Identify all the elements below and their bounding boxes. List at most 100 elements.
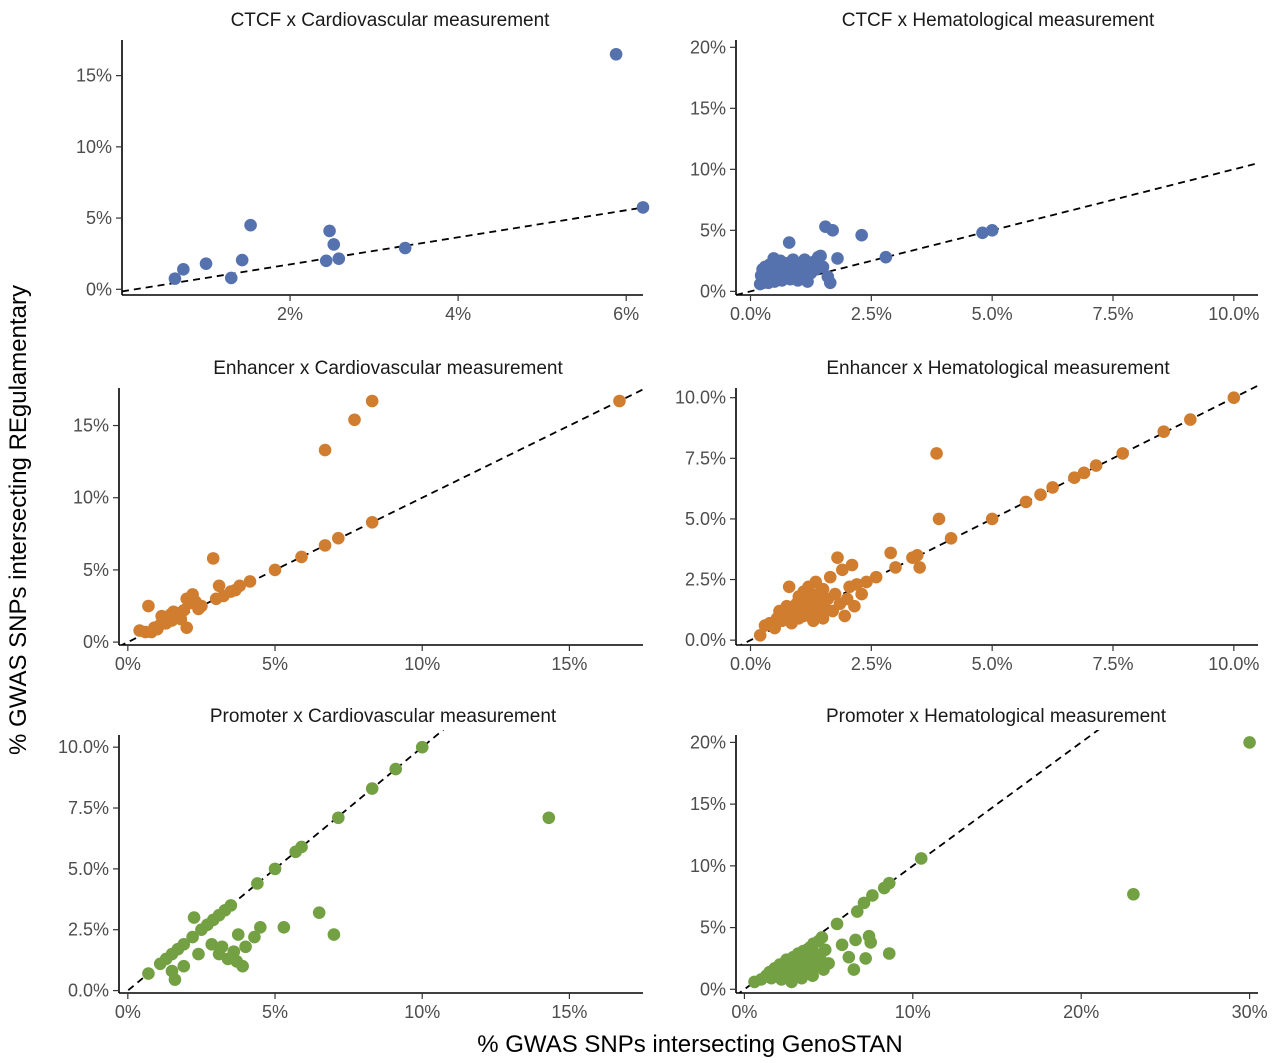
y-tick-label: 20% <box>690 732 726 752</box>
y-tick-label: 10.0% <box>675 388 726 408</box>
data-point <box>205 938 219 951</box>
y-tick-label: 15% <box>73 416 109 436</box>
y-tick-label: 2.5% <box>685 570 726 590</box>
data-point <box>224 899 238 912</box>
data-point <box>327 238 341 251</box>
data-point <box>835 938 849 952</box>
x-tick-label: 5% <box>262 1002 288 1022</box>
data-point <box>1116 447 1129 460</box>
data-point <box>168 973 182 986</box>
data-point <box>826 224 839 237</box>
panel-title: Enhancer x Cardiovascular measurement <box>213 358 563 379</box>
data-point <box>542 811 556 825</box>
data-point <box>180 621 194 634</box>
data-point <box>782 236 796 249</box>
x-tick-label: 0.0% <box>730 654 771 674</box>
panel-ctcf-hemato: CTCF x Hematological measurement 0.0% 2.5%… <box>690 10 1259 324</box>
data-point <box>277 920 291 934</box>
data-point <box>823 276 837 290</box>
data-point <box>985 224 999 237</box>
x-tick-label: 7.5% <box>1092 654 1133 674</box>
x-tick-label: 0% <box>115 654 141 674</box>
data-point <box>295 840 308 854</box>
data-point <box>268 563 282 577</box>
data-point <box>1184 413 1197 426</box>
data-point <box>822 957 835 970</box>
data-point <box>235 253 249 267</box>
data-point <box>782 580 796 594</box>
x-tick-label: 10% <box>895 1002 931 1022</box>
data-point <box>857 896 871 910</box>
panel-title: CTCF x Hematological measurement <box>842 10 1155 31</box>
x-tick-label: 7.5% <box>1092 304 1133 324</box>
data-point <box>365 782 379 795</box>
data-point <box>830 917 844 931</box>
data-point <box>327 928 341 941</box>
x-tick-label: 4% <box>445 304 471 324</box>
data-point <box>815 931 829 944</box>
y-tick-label: 5.0% <box>685 509 726 529</box>
x-tick-label: 10.0% <box>1208 654 1259 674</box>
data-point <box>192 947 205 961</box>
data-point <box>236 959 249 973</box>
y-tick-label: 20% <box>690 37 726 57</box>
reference-line <box>122 206 644 293</box>
data-point <box>195 599 208 613</box>
data-point <box>932 512 946 526</box>
y-tick-label: 10% <box>690 159 726 179</box>
panel-enhancer-cardio: Enhancer x Cardiovascular measurement 0% 5… <box>73 358 644 674</box>
data-point <box>842 950 856 964</box>
data-point <box>814 249 827 263</box>
x-tick-label: 0% <box>731 1002 757 1022</box>
data-point <box>168 272 182 285</box>
data-point <box>415 740 429 754</box>
data-point <box>838 609 852 623</box>
data-point <box>1127 887 1140 901</box>
panel-title: Enhancer x Hematological measurement <box>826 358 1170 379</box>
data-point <box>1243 736 1256 749</box>
y-tick-label: 7.5% <box>685 448 726 468</box>
y-tick-label: 15% <box>690 794 726 814</box>
data-point <box>869 570 883 584</box>
panel-promoter-hemato: Promoter x Hematological measurement 0% 10… <box>690 706 1268 1022</box>
data-point <box>254 920 267 934</box>
y-tick-label: 0% <box>700 281 726 301</box>
data-point <box>847 963 861 976</box>
data-point <box>186 930 199 944</box>
data-point <box>332 252 346 265</box>
data-point <box>227 945 241 958</box>
y-tick-label: 5.0% <box>68 859 109 879</box>
x-tick-label: 5.0% <box>972 654 1013 674</box>
data-point <box>753 629 767 642</box>
data-point <box>177 263 190 276</box>
x-axis-title: % GWAS SNPs intersecting GenoSTAN <box>477 1031 902 1058</box>
data-point <box>295 550 308 564</box>
data-point <box>848 599 861 613</box>
data-point <box>231 928 245 941</box>
data-point <box>318 539 332 552</box>
y-tick-label: 2.5% <box>68 920 109 940</box>
data-point <box>1068 471 1081 485</box>
y-tick-label: 10% <box>76 137 112 157</box>
data-point <box>243 575 257 588</box>
panel-title: CTCF x Cardiovascular measurement <box>231 10 551 31</box>
data-point <box>882 876 896 890</box>
data-point <box>251 877 264 890</box>
x-tick-label: 10% <box>404 1002 440 1022</box>
data-point <box>1077 466 1091 480</box>
data-point <box>831 551 844 565</box>
y-tick-label: 5% <box>86 208 112 228</box>
data-point <box>930 447 943 460</box>
y-tick-label: 10.0% <box>58 737 109 757</box>
data-point <box>142 967 155 980</box>
y-tick-label: 5% <box>83 560 109 580</box>
data-point <box>323 224 336 238</box>
data-point <box>212 579 226 593</box>
x-tick-label: 30% <box>1232 1002 1268 1022</box>
data-point <box>806 969 819 983</box>
data-point <box>884 546 897 560</box>
data-point <box>985 512 999 526</box>
data-point <box>828 587 842 601</box>
data-point <box>348 413 361 427</box>
x-tick-label: 15% <box>551 1002 587 1022</box>
